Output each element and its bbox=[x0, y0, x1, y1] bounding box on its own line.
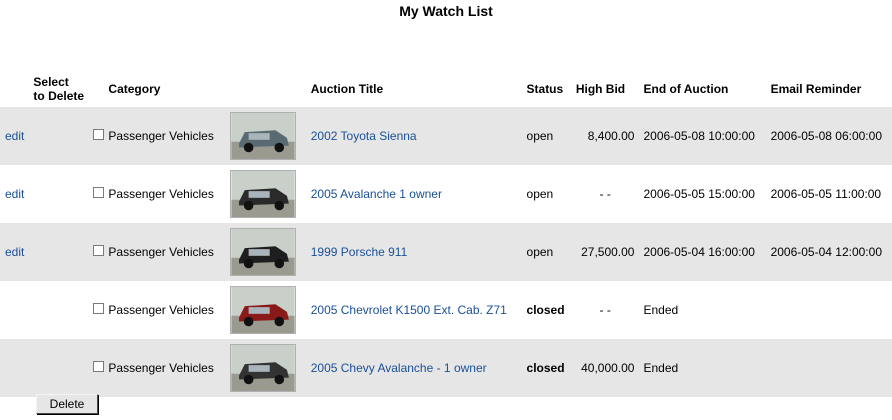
edit-cell: edit bbox=[0, 223, 34, 281]
edit-cell: edit bbox=[0, 165, 34, 223]
category-cell: Passenger Vehicles bbox=[104, 223, 231, 281]
edit-link[interactable]: edit bbox=[5, 129, 25, 143]
auction-title-cell: 2005 Avalanche 1 owner bbox=[306, 165, 527, 223]
end-of-auction-cell: 2006-05-05 15:00:00 bbox=[642, 165, 770, 223]
page-title: My Watch List bbox=[399, 3, 493, 19]
select-checkbox[interactable] bbox=[93, 361, 105, 372]
auction-title-cell: 2005 Chevrolet K1500 Ext. Cab. Z71 bbox=[306, 281, 527, 339]
table-header-row: Select to Delete Category Auction Title … bbox=[0, 71, 892, 107]
table-row: edit Passenger Vehicles 2002 Toyota Sienna… bbox=[0, 107, 892, 165]
category-cell: Passenger Vehicles bbox=[104, 281, 231, 339]
end-of-auction-cell: 2006-05-08 10:00:00 bbox=[642, 107, 770, 165]
status-cell: open bbox=[526, 107, 576, 165]
high-bid-cell: 8,400.00 bbox=[575, 107, 643, 165]
status-cell: closed bbox=[526, 281, 576, 339]
edit-cell: edit bbox=[0, 107, 34, 165]
select-checkbox[interactable] bbox=[93, 187, 105, 198]
header-auction-title: Auction Title bbox=[310, 82, 384, 96]
header-status: Status bbox=[526, 82, 564, 96]
email-reminder-cell bbox=[769, 281, 892, 339]
header-edit bbox=[0, 71, 33, 107]
vehicle-thumbnail[interactable] bbox=[230, 286, 297, 334]
vehicle-thumbnail[interactable] bbox=[230, 112, 297, 160]
select-cell bbox=[33, 223, 105, 281]
header-end-of-auction: End of Auction bbox=[643, 82, 729, 96]
auction-title-cell: 1999 Porsche 911 bbox=[306, 223, 527, 281]
email-reminder-cell: 2006-05-05 11:00:00 bbox=[769, 165, 892, 223]
edit-link[interactable]: edit bbox=[5, 245, 25, 259]
email-reminder-cell bbox=[769, 339, 892, 397]
header-select-line2: to Delete bbox=[33, 89, 85, 103]
high-bid-cell: - - bbox=[575, 281, 643, 339]
auction-title-link[interactable]: 1999 Porsche 911 bbox=[310, 245, 408, 259]
email-reminder-cell: 2006-05-08 06:00:00 bbox=[769, 107, 892, 165]
watch-list-table: Select to Delete Category Auction Title … bbox=[0, 71, 892, 397]
select-cell bbox=[33, 281, 105, 339]
delete-button[interactable]: Delete bbox=[36, 394, 98, 414]
status-cell: open bbox=[526, 165, 576, 223]
thumbnail-cell bbox=[230, 107, 307, 165]
auction-title-cell: 2005 Chevy Avalanche - 1 owner bbox=[306, 339, 527, 397]
header-thumbnail bbox=[230, 71, 306, 107]
category-cell: Passenger Vehicles bbox=[104, 165, 231, 223]
thumbnail-cell bbox=[230, 165, 307, 223]
status-cell: open bbox=[526, 223, 576, 281]
select-cell bbox=[33, 339, 105, 397]
end-of-auction-cell: Ended bbox=[642, 339, 770, 397]
auction-title-link[interactable]: 2005 Chevrolet K1500 Ext. Cab. Z71 bbox=[310, 303, 507, 317]
select-checkbox[interactable] bbox=[93, 245, 105, 256]
table-row: edit Passenger Vehicles 1999 Porsche 911 op… bbox=[0, 223, 892, 281]
header-select-to-delete: Select to Delete bbox=[33, 71, 104, 107]
thumbnail-cell bbox=[230, 281, 307, 339]
auction-title-link[interactable]: 2005 Chevy Avalanche - 1 owner bbox=[310, 361, 487, 375]
category-cell: Passenger Vehicles bbox=[104, 107, 231, 165]
edit-cell bbox=[0, 339, 34, 397]
watch-list-body: edit Passenger Vehicles 2002 Toyota Sienna… bbox=[0, 107, 892, 397]
end-of-auction-cell: 2006-05-04 16:00:00 bbox=[642, 223, 770, 281]
auction-title-cell: 2002 Toyota Sienna bbox=[306, 107, 527, 165]
status-cell: closed bbox=[526, 339, 576, 397]
vehicle-thumbnail[interactable] bbox=[230, 228, 297, 276]
header-high-bid: High Bid bbox=[575, 82, 626, 96]
select-checkbox[interactable] bbox=[93, 129, 105, 140]
vehicle-thumbnail[interactable] bbox=[230, 170, 297, 218]
category-cell: Passenger Vehicles bbox=[104, 339, 231, 397]
auction-title-link[interactable]: 2002 Toyota Sienna bbox=[310, 129, 417, 143]
table-row: edit Passenger Vehicles 2005 Avalanche 1 o… bbox=[0, 165, 892, 223]
high-bid-cell: 27,500.00 bbox=[575, 223, 643, 281]
high-bid-cell: - - bbox=[575, 165, 643, 223]
select-checkbox[interactable] bbox=[93, 303, 105, 314]
thumbnail-cell bbox=[230, 339, 307, 397]
header-email-reminder: Email Reminder bbox=[770, 82, 862, 96]
edit-cell bbox=[0, 281, 34, 339]
email-reminder-cell: 2006-05-04 12:00:00 bbox=[769, 223, 892, 281]
select-cell bbox=[33, 165, 105, 223]
high-bid-cell: 40,000.00 bbox=[575, 339, 643, 397]
header-select-line1: Select bbox=[33, 75, 69, 89]
header-category: Category bbox=[108, 82, 161, 96]
table-row: Passenger Vehicles 2005 Chevrolet K1500 E… bbox=[0, 281, 892, 339]
auction-title-link[interactable]: 2005 Avalanche 1 owner bbox=[310, 187, 442, 201]
vehicle-thumbnail[interactable] bbox=[230, 344, 297, 392]
end-of-auction-cell: Ended bbox=[642, 281, 770, 339]
select-cell bbox=[33, 107, 105, 165]
edit-link[interactable]: edit bbox=[5, 187, 25, 201]
thumbnail-cell bbox=[230, 223, 307, 281]
table-row: Passenger Vehicles 2005 Chevy Avalanche -… bbox=[0, 339, 892, 397]
